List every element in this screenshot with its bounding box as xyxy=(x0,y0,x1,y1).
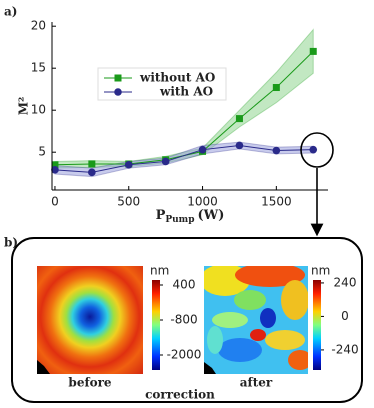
colorbar-unit: nm xyxy=(150,264,169,278)
marker xyxy=(272,84,280,92)
colorbar-tick-label: -2000 xyxy=(167,348,202,362)
colorbar xyxy=(313,280,321,370)
marker xyxy=(272,146,281,155)
x-tick-label: 0 xyxy=(51,195,59,209)
y-tick-label: 10 xyxy=(31,103,46,117)
x-axis-label-part: (W) xyxy=(198,208,225,223)
legend-label: with AO xyxy=(159,85,213,99)
colorbar-tick-label: 0 xyxy=(341,309,349,323)
marker xyxy=(124,161,133,169)
colorbar-tick-label: 240 xyxy=(334,275,357,289)
colorbar-tick-label: -240 xyxy=(331,342,358,356)
before-map xyxy=(37,266,143,374)
y-axis-label: M² xyxy=(17,97,31,116)
legend-label: without AO xyxy=(139,71,215,85)
legend-box xyxy=(97,67,227,101)
colorbar-tick-label: -800 xyxy=(170,312,197,326)
colorbar-tick-label: 400 xyxy=(173,277,196,291)
after-map xyxy=(204,266,308,374)
marker xyxy=(161,157,170,166)
x-tick-label: 500 xyxy=(117,195,140,209)
marker xyxy=(309,145,318,154)
y-tick-label: 20 xyxy=(31,19,46,33)
highlight-circle xyxy=(300,132,334,168)
marker xyxy=(198,145,207,154)
marker xyxy=(88,168,96,177)
map-label: after xyxy=(240,376,273,390)
legend-marker xyxy=(114,74,122,82)
panel-frame xyxy=(11,237,363,403)
marker xyxy=(235,115,243,123)
marker xyxy=(51,161,59,169)
x-axis-label: PPump (W) xyxy=(156,208,225,225)
x-axis-label-part: P xyxy=(156,208,166,223)
map-label: before xyxy=(68,376,112,390)
y-tick-label: 15 xyxy=(31,61,46,75)
y-tick-label: 5 xyxy=(38,145,46,159)
marker xyxy=(235,141,244,150)
marker xyxy=(88,160,96,168)
panel-label: a) xyxy=(4,5,17,19)
marker xyxy=(51,166,59,174)
colorbar-unit: nm xyxy=(311,264,330,278)
series-line xyxy=(54,144,314,173)
panel-label: b) xyxy=(4,236,18,250)
colorbar xyxy=(152,280,160,370)
x-axis-label-part: Pump xyxy=(165,215,194,225)
map-corner xyxy=(37,360,50,374)
marker xyxy=(309,47,317,55)
x-tick-label: 1000 xyxy=(187,195,218,209)
x-tick-label: 1500 xyxy=(261,195,292,209)
legend-marker xyxy=(114,88,122,96)
caption: correction xyxy=(145,388,215,402)
